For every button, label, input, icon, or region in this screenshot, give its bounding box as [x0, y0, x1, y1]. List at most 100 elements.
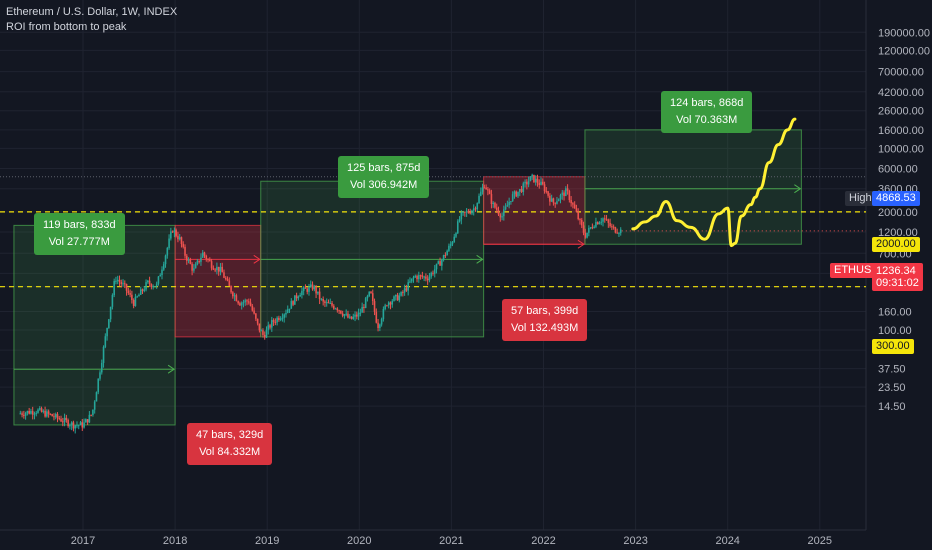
candle-body: [386, 305, 388, 307]
candle-body: [221, 266, 224, 273]
candle-body: [198, 260, 200, 262]
candle-body: [545, 191, 548, 193]
candle-body: [437, 261, 440, 264]
candle-body: [100, 362, 103, 373]
candle-body: [412, 277, 415, 279]
candle-body: [596, 222, 599, 225]
candle-body: [370, 291, 372, 294]
candle-body: [136, 296, 138, 298]
candle-body: [23, 414, 25, 416]
candle-body: [67, 420, 69, 427]
candle-body: [453, 236, 456, 243]
x-tick-label: 2018: [163, 535, 187, 547]
candle-body: [380, 319, 383, 325]
candle-body: [396, 294, 399, 301]
candle-body: [24, 413, 27, 416]
candle-body: [348, 316, 351, 318]
candle-body: [258, 323, 261, 331]
candle-body: [589, 227, 592, 229]
candle-body: [483, 187, 486, 189]
candle-body: [97, 378, 100, 393]
candle-body: [515, 191, 518, 197]
candle-body: [586, 232, 588, 238]
candle-body: [162, 264, 165, 270]
candle-body: [267, 325, 270, 330]
candle-body: [69, 425, 71, 427]
candle-body: [435, 263, 438, 270]
candle-body: [76, 425, 78, 427]
candle-body: [95, 392, 98, 402]
candle-body: [281, 317, 284, 319]
candle-body: [251, 305, 254, 311]
candle-body: [455, 233, 457, 237]
x-tick-label: 2021: [439, 535, 463, 547]
candle-body: [288, 308, 291, 310]
candle-body: [201, 252, 204, 258]
candle-body: [543, 184, 546, 192]
candle-body: [90, 414, 92, 416]
candle-body: [276, 317, 278, 323]
candle-body: [563, 192, 565, 197]
candle-body: [389, 302, 392, 305]
candle-body: [432, 272, 434, 274]
candle-body: [239, 303, 241, 306]
candle-body: [552, 198, 555, 203]
candle-body: [513, 191, 516, 195]
candle-body: [442, 255, 445, 261]
candle-body: [485, 187, 487, 190]
candle-body: [272, 320, 275, 322]
candle-body: [554, 202, 556, 204]
candle-body: [600, 221, 603, 223]
candle-body: [536, 178, 539, 184]
candle-body: [65, 417, 68, 421]
candle-body: [352, 316, 355, 319]
candle-body: [253, 310, 255, 314]
roi-box-2: [174, 224, 262, 338]
roi-label-4-vol: Vol 132.493M: [511, 322, 579, 334]
roi-label-5: 124 bars, 868d Vol 70.363M: [661, 91, 753, 133]
level-300-tag: 300.00: [872, 339, 914, 354]
x-tick-label: 2025: [808, 535, 832, 547]
candle-body: [203, 252, 206, 256]
candle-body: [295, 295, 298, 299]
roi-label-2-bars: 47 bars, 329d: [196, 429, 264, 441]
candle-body: [164, 255, 167, 265]
candle-body: [143, 289, 146, 291]
chart-title: Ethereum / U.S. Dollar, 1W, INDEX: [6, 6, 178, 18]
candle-body: [77, 425, 80, 427]
candle-body: [217, 266, 220, 272]
candle-body: [503, 209, 505, 217]
candle-body: [518, 188, 521, 192]
candle-body: [132, 299, 135, 306]
candle-body: [205, 255, 208, 260]
candle-body: [391, 300, 394, 305]
candle-body: [246, 300, 248, 302]
candle-body: [216, 266, 218, 270]
roi-label-3-vol: Vol 306.942M: [350, 179, 418, 191]
candle-body: [511, 194, 514, 202]
candle-body: [490, 193, 493, 204]
y-tick-label: 70000.00: [878, 67, 924, 79]
candle-body: [572, 203, 574, 205]
candle-body: [226, 279, 229, 281]
candle-body: [501, 216, 503, 218]
candle-body: [28, 410, 30, 414]
candle-body: [478, 195, 480, 204]
candle-body: [315, 286, 317, 294]
candle-body: [129, 293, 131, 295]
candle-body: [338, 310, 340, 312]
candle-body: [603, 218, 606, 220]
candle-body: [118, 279, 121, 282]
candle-body: [40, 408, 43, 412]
candle-body: [255, 313, 257, 319]
y-tick-label: 120000.00: [878, 45, 930, 57]
roi-label-2: 47 bars, 329d Vol 84.332M: [187, 423, 273, 465]
candle-body: [262, 330, 264, 335]
candle-body: [309, 284, 312, 287]
candle-body: [527, 181, 530, 185]
candle-body: [416, 275, 418, 280]
candle-body: [271, 320, 273, 328]
candle-body: [517, 191, 519, 197]
candle-body: [127, 290, 130, 294]
